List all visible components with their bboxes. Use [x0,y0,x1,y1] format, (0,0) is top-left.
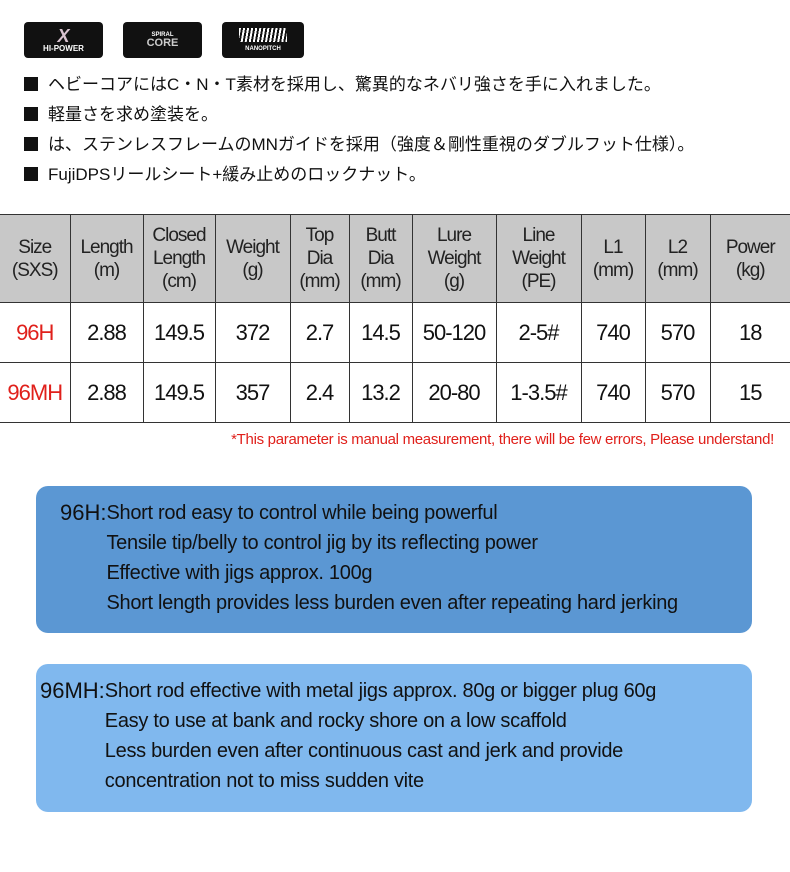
header-line: Weight [427,248,482,269]
model-size-cell: 96MH [0,362,71,423]
feature-text: FujiDPSリールシート+緩み止めのロックナット。 [48,165,426,184]
header-line: Weight [226,236,280,258]
table-cell: 2.7 [289,302,350,363]
table-cell: 149.5 [142,302,216,363]
header-line: Length [152,248,206,269]
description-lines: Short rod effective with metal jigs appr… [104,676,657,796]
header-line: (kg) [735,259,766,281]
header-line: Power [725,236,776,258]
hi-power-logo: X HI-POWER [24,22,103,58]
description-line: Short length provides less burden even a… [106,592,678,614]
table-cell: 570 [644,302,711,363]
table-cell: 149.5 [142,362,216,423]
column-header: Line Weight (PE) [495,214,582,303]
description-line: concentration not to miss sudden vite [104,770,424,792]
table-cell: 2.4 [289,362,350,423]
model-label: 96MH: [40,678,105,703]
model-label: 96H: [60,500,107,525]
column-header: Size (SXS) [0,214,71,303]
table-cell: 13.2 [348,362,413,423]
column-header: Butt Dia (mm) [348,214,413,303]
header-line: (g) [443,271,465,292]
header-line: (mm) [657,259,698,281]
description-line: Less burden even after continuous cast a… [104,740,624,762]
description-96mh: 96MH: Short rod effective with metal jig… [36,664,752,812]
table-cell: 1-3.5# [495,362,582,423]
feature-list: ヘビーコアにはC・N・T素材を採用し、驚異的なネバリ強さを手に入れました。 軽量… [24,70,694,190]
description-96h: 96H: Short rod easy to control while bei… [36,486,752,633]
feature-logos: X HI-POWER SPIRAL CORE NANOPITCH [24,22,304,58]
feature-text: 軽量さを求め塗装を。 [48,105,218,124]
header-line: Closed [152,225,206,246]
description-line: Short rod effective with metal jigs appr… [104,680,657,702]
header-line: Dia [367,248,395,269]
header-line: (PE) [521,271,557,292]
column-header: Lure Weight (g) [411,214,497,303]
header-line: (m) [93,259,120,281]
header-line: Length [80,236,133,258]
header-line: Size [18,236,52,258]
feature-item: 軽量さを求め塗装を。 [24,100,694,130]
description-line: Short rod easy to control while being po… [106,502,498,524]
column-header: Top Dia (mm) [289,214,350,303]
header-line: Dia [306,248,334,269]
header-line: (SXS) [11,259,59,281]
column-header: L1 (mm) [580,214,646,303]
column-header: L2 (mm) [644,214,711,303]
header-line: (mm) [360,271,401,292]
table-cell: 50-120 [411,302,497,363]
measurement-note: *This parameter is manual measurement, t… [231,431,774,448]
header-line: Line [522,225,556,246]
table-cell: 740 [580,362,646,423]
header-line: (mm) [592,259,634,281]
square-bullet-icon [24,107,38,121]
header-line: (cm) [162,271,197,292]
table-cell: 18 [709,302,790,363]
header-line: L1 [603,236,623,258]
feature-item: は、ステンレスフレームのMNガイドを採用（強度＆剛性重視のダブルフット仕様）。 [24,130,694,160]
square-bullet-icon [24,137,38,151]
table-cell: 357 [214,362,291,423]
header-line: (mm) [299,271,340,292]
header-line: Top [305,225,335,246]
feature-item: FujiDPSリールシート+緩み止めのロックナット。 [24,160,694,190]
description-line: Tensile tip/belly to control jig by its … [106,532,538,554]
spiral-x-core-logo: SPIRAL CORE [123,22,202,58]
model-size-cell: 96H [0,302,71,363]
description-lines: Short rod easy to control while being po… [106,498,678,618]
header-line: (g) [242,259,263,281]
table-cell: 372 [214,302,291,363]
description-line: Effective with jigs approx. 100g [106,562,373,584]
table-cell: 20-80 [411,362,497,423]
table-row: 96H 2.88 149.5 372 2.7 14.5 50-120 2-5# 740 570 18 [0,302,790,363]
header-line: Weight [512,248,566,269]
table-cell: 570 [644,362,711,423]
header-line: Butt [365,225,397,246]
square-bullet-icon [24,77,38,91]
header-line: L2 [667,236,688,258]
description-line: Easy to use at bank and rocky shore on a… [104,710,567,732]
feature-text: は、ステンレスフレームのMNガイドを採用（強度＆剛性重視のダブルフット仕様）。 [48,135,695,154]
table-cell: 14.5 [348,302,413,363]
header-line: Lure [436,225,472,246]
feature-item: ヘビーコアにはC・N・T素材を採用し、驚異的なネバリ強さを手に入れました。 [24,70,694,100]
table-cell: 2.88 [69,362,144,423]
table-cell: 15 [709,362,790,423]
column-header: Weight (g) [214,214,291,303]
column-header: Length (m) [69,214,144,303]
table-cell: 2.88 [69,302,144,363]
table-cell: 740 [580,302,646,363]
feature-text: ヘビーコアにはC・N・T素材を採用し、驚異的なネバリ強さを手に入れました。 [48,75,661,94]
column-header: Power (kg) [709,214,790,303]
nanopitch-logo: NANOPITCH [222,22,304,58]
table-row: 96MH 2.88 149.5 357 2.4 13.2 20-80 1-3.5# 740 570… [0,362,790,423]
column-header: Closed Length (cm) [142,214,216,303]
square-bullet-icon [24,167,38,181]
table-header-row: Size (SXS) Length (m) Closed Length (cm) Weight… [0,214,790,303]
spec-table: Size (SXS) Length (m) Closed Length (cm) Weight… [0,214,790,423]
table-cell: 2-5# [495,302,582,363]
